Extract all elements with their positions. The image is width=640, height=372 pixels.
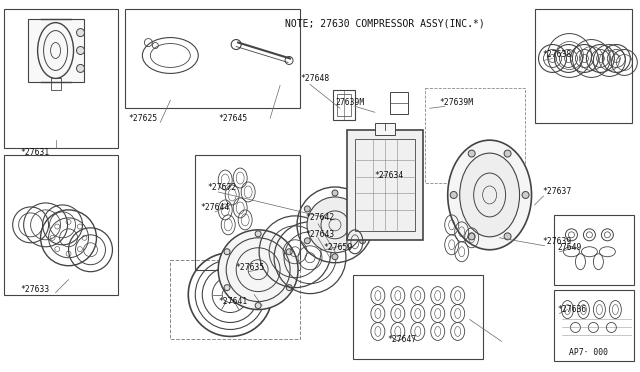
Text: *27642: *27642 [305,214,334,222]
Text: *27635: *27635 [235,263,264,272]
Circle shape [360,238,365,244]
Bar [170,260,300,339]
Circle shape [305,206,310,212]
Ellipse shape [307,197,363,253]
Circle shape [255,231,261,237]
Circle shape [286,249,292,255]
Bar [28,19,83,82]
Ellipse shape [460,153,520,237]
Text: 27639M: 27639M [335,98,364,107]
Circle shape [450,192,457,198]
Circle shape [504,150,511,157]
Bar [195,155,300,270]
Text: *27639M: *27639M [440,98,474,107]
Circle shape [332,190,338,196]
Circle shape [77,64,84,73]
Text: *27659: *27659 [323,243,352,252]
Circle shape [332,254,338,260]
Text: NOTE; 27630 COMPRESSOR ASSY(INC.*): NOTE; 27630 COMPRESSOR ASSY(INC.*) [285,19,485,29]
Circle shape [468,150,475,157]
Circle shape [504,233,511,240]
Text: *27641: *27641 [218,297,248,306]
Bar [333,90,355,120]
Text: *27636: *27636 [557,305,587,314]
Bar [554,290,634,361]
Text: *27672: *27672 [207,183,237,192]
Text: *27638: *27638 [543,50,572,59]
Bar [534,9,632,123]
Bar [4,9,118,148]
Text: 27649: 27649 [557,243,582,252]
Circle shape [468,233,475,240]
Text: *27645: *27645 [218,114,248,123]
Text: *27625: *27625 [129,114,157,123]
Ellipse shape [218,230,298,310]
Bar [125,9,300,108]
Bar [355,139,415,231]
Bar [375,123,395,135]
Circle shape [255,302,261,308]
Bar [51,78,61,90]
Text: *27639: *27639 [543,237,572,246]
Circle shape [305,238,310,244]
Circle shape [77,46,84,54]
Ellipse shape [448,140,532,250]
Bar [554,215,634,285]
Text: *27634: *27634 [375,170,404,180]
Bar [347,130,423,240]
Bar [4,155,118,295]
Text: *27631: *27631 [20,148,50,157]
Bar [353,275,483,359]
Text: *27644: *27644 [200,203,230,212]
Circle shape [360,206,365,212]
Text: *27648: *27648 [300,74,330,83]
Text: *27633: *27633 [20,285,50,294]
Bar [425,89,525,183]
Circle shape [224,249,230,255]
Circle shape [286,285,292,291]
Circle shape [522,192,529,198]
Bar [337,94,351,116]
Text: *27647: *27647 [388,335,417,344]
Circle shape [224,285,230,291]
Text: AP7· 000: AP7· 000 [570,348,609,357]
Bar [390,92,408,114]
Text: *27643: *27643 [305,230,334,239]
Circle shape [77,29,84,36]
Text: *27637: *27637 [543,187,572,196]
